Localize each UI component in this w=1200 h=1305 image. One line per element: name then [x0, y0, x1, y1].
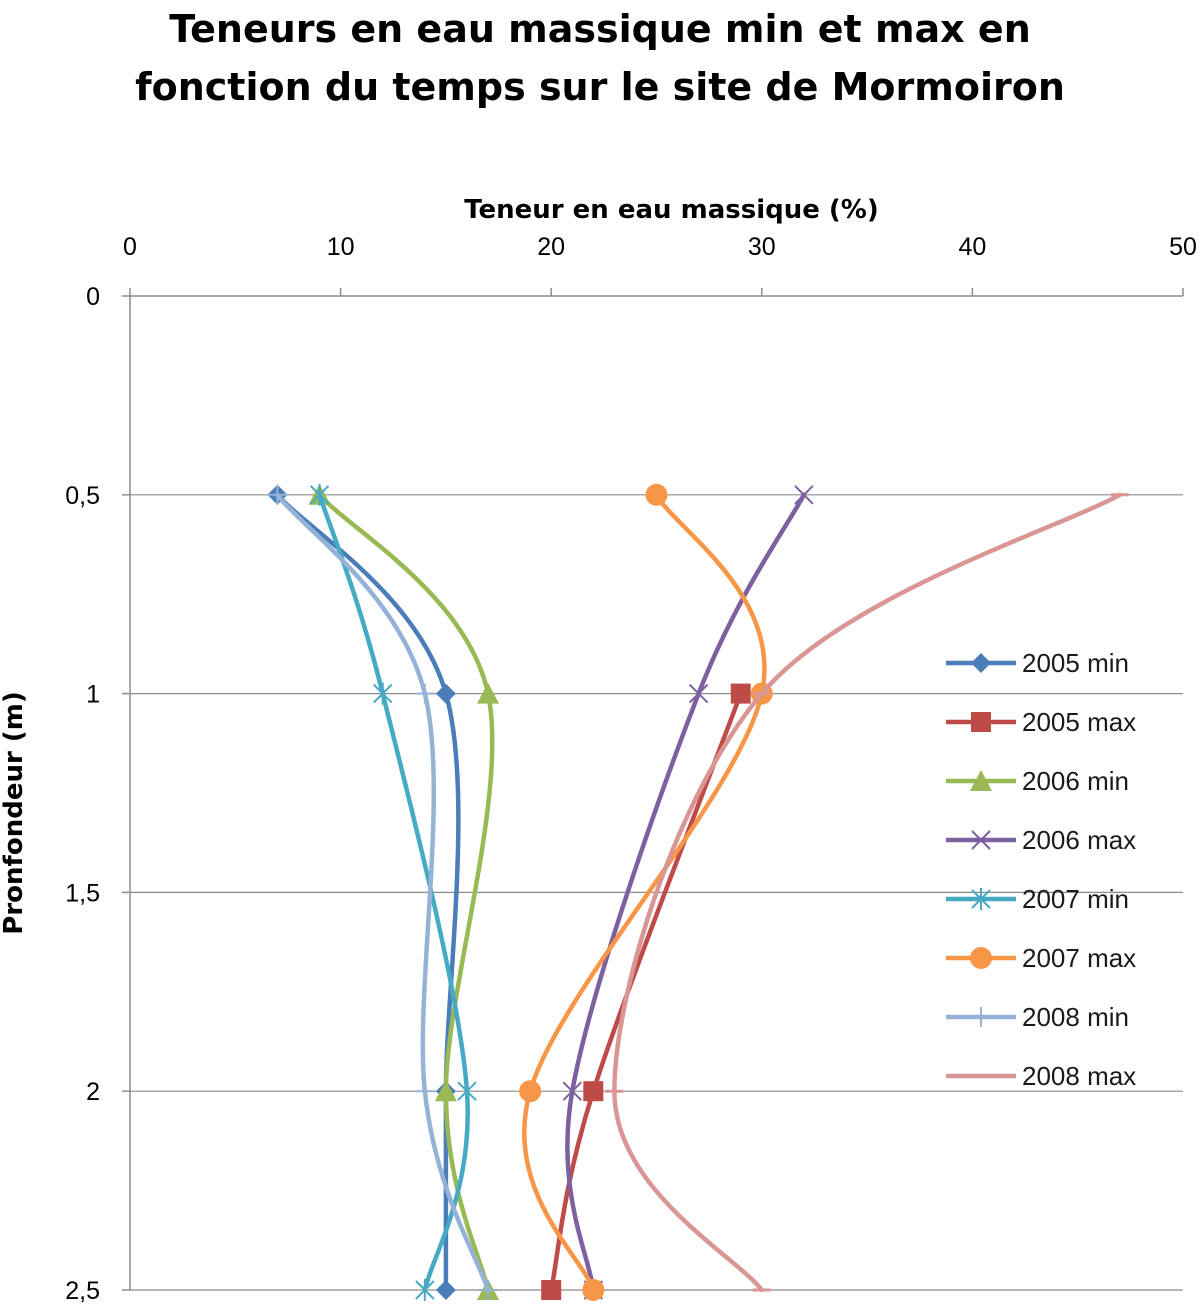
data-point-2006-min — [477, 682, 500, 704]
data-point-2006-max — [794, 485, 814, 505]
y-tick-labels: 0 0,5 1 1,5 2 2,5 — [65, 283, 100, 1305]
legend-marker — [970, 770, 992, 791]
series-line-2006-min — [317, 492, 495, 1293]
legend-label: 2007 max — [1022, 943, 1136, 973]
chart-title: Teneurs en eau massique min et max en fo… — [0, 0, 1200, 116]
series-line-2006-max — [565, 492, 807, 1293]
legend-item-2008-max: 2008 max — [946, 1061, 1136, 1091]
series-2006-max — [562, 485, 814, 1300]
legend-item-2007-min: 2007 min — [946, 884, 1129, 914]
data-point-2007-min — [415, 1279, 435, 1301]
series-line-2008-max — [612, 492, 1123, 1293]
legend-label: 2008 max — [1022, 1061, 1136, 1091]
y-tick-label: 1,5 — [65, 879, 100, 907]
y-tick-label: 1 — [86, 681, 100, 709]
axes — [122, 288, 1184, 1291]
data-point-2005-max — [730, 683, 751, 704]
chart-title-line-2: fonction du temps sur le site de Mormoir… — [135, 65, 1065, 109]
data-point-2008-min — [267, 484, 288, 505]
legend-item-2006-max: 2006 max — [946, 825, 1136, 855]
data-point-2008-min — [414, 1081, 435, 1102]
chart-title-line-1: Teneurs en eau massique min et max en — [169, 7, 1031, 51]
x-tick-label: 30 — [748, 233, 776, 261]
legend-item-2005-max: 2005 max — [946, 707, 1136, 737]
legend-label: 2006 min — [1022, 766, 1129, 796]
data-point-2006-max — [688, 683, 709, 704]
data-point-2008-min — [414, 683, 435, 704]
x-tick-label: 40 — [958, 233, 986, 261]
series-2007-max — [519, 483, 773, 1301]
data-point-2007-min — [309, 483, 330, 506]
legend-item-2006-min: 2006 min — [946, 766, 1129, 796]
legend-item-2007-max: 2007 max — [946, 943, 1136, 973]
data-point-2005-max — [583, 1081, 604, 1102]
x-tick-label: 50 — [1169, 233, 1197, 261]
legend-label: 2008 min — [1022, 1002, 1129, 1032]
legend-marker — [971, 653, 991, 673]
legend-item-2008-min: 2008 min — [946, 1002, 1129, 1032]
y-tick-label: 2 — [86, 1078, 100, 1106]
data-point-2007-min — [373, 682, 393, 705]
data-point-2007-max — [519, 1080, 542, 1103]
data-point-2007-min — [457, 1080, 477, 1103]
x-tick-labels: 0 10 20 30 40 50 — [123, 233, 1197, 261]
data-point-2006-max — [562, 1081, 582, 1101]
series-line-2008-min — [275, 492, 491, 1293]
legend: 2005 min 2005 max 2006 min 2006 max 2007 min… — [946, 648, 1136, 1091]
x-tick-label: 0 — [123, 233, 137, 261]
series-line-2007-max — [522, 492, 767, 1293]
legend-marker — [971, 888, 991, 910]
legend-label: 2007 min — [1022, 884, 1129, 914]
data-point-2007-max — [645, 483, 668, 506]
x-axis-title: Teneur en eau massique (%) — [464, 195, 879, 225]
x-tick-label: 10 — [327, 233, 355, 261]
data-point-2005-min — [435, 1280, 456, 1300]
data-point-2007-max — [582, 1279, 605, 1301]
series-2008-max — [605, 492, 1129, 1293]
series-2008-min — [267, 484, 499, 1300]
data-point-2008-min — [478, 1280, 499, 1300]
data-point-2005-min — [435, 683, 456, 704]
legend-marker — [971, 1007, 991, 1027]
legend-marker — [971, 712, 991, 732]
x-tick-label: 20 — [537, 233, 565, 261]
legend-label: 2006 max — [1022, 825, 1136, 855]
legend-item-2005-min: 2005 min — [946, 648, 1129, 678]
series-line-2005-min — [275, 492, 461, 1293]
y-tick-label: 0,5 — [65, 482, 100, 510]
y-axis-title: Pronfondeur (m) — [0, 691, 29, 934]
series-group — [267, 483, 1129, 1301]
y-tick-label: 0 — [86, 283, 100, 311]
y-tick-label: 2,5 — [65, 1277, 100, 1305]
legend-label: 2005 max — [1022, 707, 1136, 737]
legend-marker — [971, 830, 991, 850]
legend-label: 2005 min — [1022, 648, 1129, 678]
legend-marker — [970, 947, 992, 969]
data-point-2006-min — [434, 1080, 457, 1102]
data-point-2005-max — [541, 1280, 562, 1300]
